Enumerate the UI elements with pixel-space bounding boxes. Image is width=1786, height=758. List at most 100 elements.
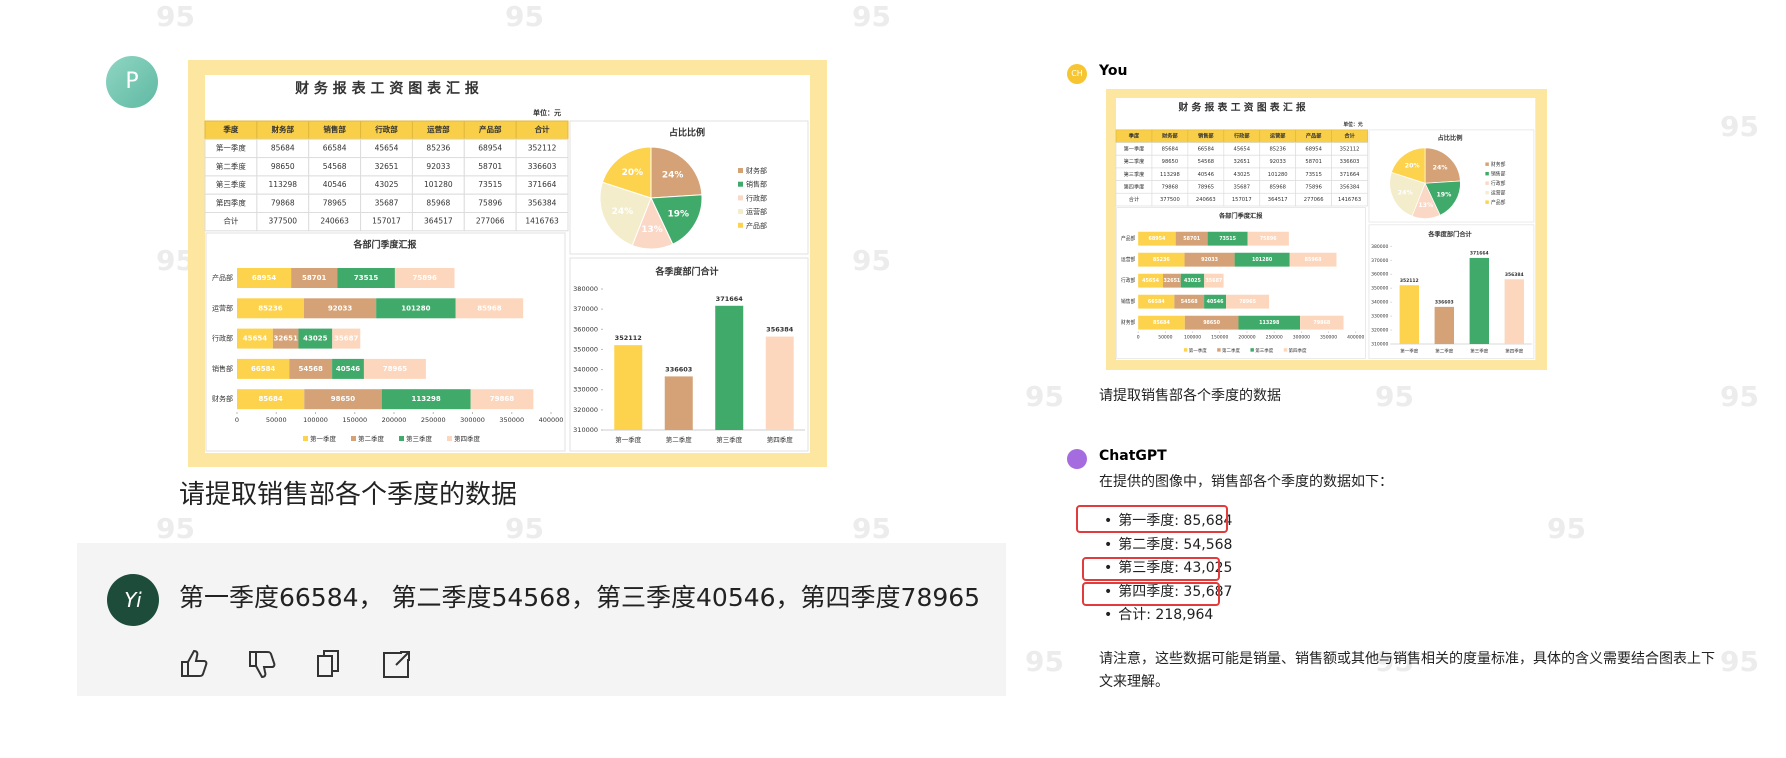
header-text: 财务部: [1162, 132, 1178, 140]
pie-slice: [1389, 171, 1426, 217]
legend-swatch: [738, 181, 743, 187]
y-tick-label: 350000: [1371, 286, 1388, 292]
bar-segment: [1238, 315, 1301, 330]
x-tick-label: 100000: [1184, 335, 1201, 341]
bar-label: 98650: [331, 395, 355, 403]
y-tick-label: 销售部: [1121, 298, 1136, 305]
cell-text: 98650: [1162, 159, 1179, 165]
cell-text: 371664: [1340, 172, 1361, 178]
x-tick-label: 0: [1137, 335, 1140, 341]
pie-slice: [650, 146, 703, 199]
bar-segment: [303, 298, 377, 319]
sheet-title: 财 务 报 表 工 资 图 表 汇 报: [1178, 101, 1307, 114]
y-tick-label: 320000: [573, 406, 598, 414]
legend-label: 产品部: [746, 221, 767, 230]
bar-label: 85968: [1305, 257, 1322, 263]
bar: [1399, 285, 1420, 345]
cell-text: 356384: [528, 198, 557, 207]
question: 请提取销售部各个季度的数据: [179, 480, 518, 510]
watermark: 95: [156, 0, 195, 33]
bar-segment: [1138, 315, 1185, 330]
cell-text: 66584: [323, 143, 347, 152]
cell-text: 240663: [1196, 197, 1216, 203]
cell-text: 92033: [1269, 159, 1286, 165]
cell-text: 45654: [1234, 146, 1251, 152]
cell-text: 1416763: [1338, 197, 1361, 203]
list-item: 第四季度: 35,687: [1104, 581, 1232, 601]
list-item: 第一季度: 85,684: [1104, 510, 1232, 530]
cell-text: 第四季度: [1124, 182, 1145, 190]
cell-text: 364517: [1268, 197, 1288, 203]
cell-text: 43025: [375, 180, 399, 189]
cell-text: 113298: [268, 180, 297, 189]
legend-swatch: [1485, 181, 1489, 185]
panel: [569, 257, 809, 452]
x-tick-label: 第四季度: [1505, 347, 1523, 354]
x-tick-label: 第四季度: [767, 435, 794, 444]
cell-text: 85968: [426, 198, 450, 207]
pie-label: 13%: [1418, 202, 1434, 209]
watermark: 95: [852, 244, 891, 277]
bar-label: 43025: [303, 335, 327, 343]
watermark: 95: [1375, 645, 1414, 678]
cell-text: 277066: [1304, 197, 1324, 203]
cell-text: 377500: [268, 217, 297, 226]
legend-label: 销售部: [1491, 171, 1506, 178]
y-tick-label: 340000: [1371, 300, 1388, 306]
header-text: 产品部: [479, 124, 502, 134]
cell-text: 第四季度: [216, 197, 246, 207]
bar-segment: [337, 268, 395, 288]
share-icon[interactable]: [383, 651, 410, 678]
cell-text: 98650: [271, 162, 295, 171]
bar-label: 92033: [328, 304, 352, 312]
bar-label: 371664: [716, 295, 744, 303]
bar-segment: [237, 268, 292, 288]
cell-text: 336603: [1340, 159, 1360, 165]
note: 请注意，这些数据可能是销量、销售额或其他与销售相关的度量标准，具体的含义需要结合…: [1099, 651, 1715, 690]
cell-text: 32651: [1234, 159, 1251, 165]
pie-label: 24%: [1433, 164, 1449, 171]
dislike-icon[interactable]: [249, 651, 276, 679]
header-text: 运营部: [427, 124, 450, 134]
bar-segment: [1207, 231, 1248, 246]
legend-label: 行政部: [1491, 180, 1506, 187]
bar-segment: [332, 328, 361, 349]
cell-text: 45654: [375, 143, 399, 152]
legend-label: 财务部: [1491, 161, 1506, 168]
bar-label: 101280: [1252, 257, 1273, 263]
cell-text: 356384: [1340, 184, 1361, 190]
bar-segment: [272, 328, 299, 349]
bar-label: 336603: [1435, 300, 1454, 306]
cell-text: 32651: [375, 162, 399, 171]
cell-text: 85684: [1162, 146, 1179, 152]
bar-label: 68954: [1149, 236, 1166, 242]
cell-text: 第一季度: [1124, 144, 1145, 152]
bar-segment: [1184, 252, 1235, 267]
bar-label: 92033: [1201, 257, 1218, 263]
legend-label: 运营部: [746, 207, 767, 216]
chart-title: 占比比例: [669, 127, 705, 139]
x-tick-label: 250000: [1266, 335, 1283, 341]
bar-segment: [394, 268, 455, 288]
legend-swatch: [1485, 190, 1489, 195]
bar-segment: [1180, 273, 1205, 288]
copy-icon[interactable]: [317, 650, 339, 677]
bot-name: ChatGPT: [1099, 448, 1167, 464]
y-tick-label: 行政部: [1121, 277, 1136, 284]
legend-swatch: [1485, 200, 1489, 204]
x-tick-label: 第一季度: [1400, 347, 1418, 354]
y-tick-label: 370000: [1371, 258, 1388, 264]
bar-segment: [1204, 273, 1224, 288]
cell-text: 101280: [1268, 172, 1288, 178]
legend-swatch: [399, 436, 404, 441]
action-icons: [181, 649, 410, 679]
watermark: 95: [505, 512, 544, 545]
bar-segment: [1174, 294, 1205, 309]
bar-label: 85968: [477, 304, 501, 312]
cell-text: 85684: [271, 143, 295, 152]
like-icon[interactable]: [181, 649, 208, 677]
y-tick-label: 330000: [573, 386, 598, 394]
legend-label: 销售部: [746, 180, 767, 189]
cell-text: 79868: [271, 198, 295, 207]
list-item: 第二季度: 54,568: [1104, 534, 1232, 554]
